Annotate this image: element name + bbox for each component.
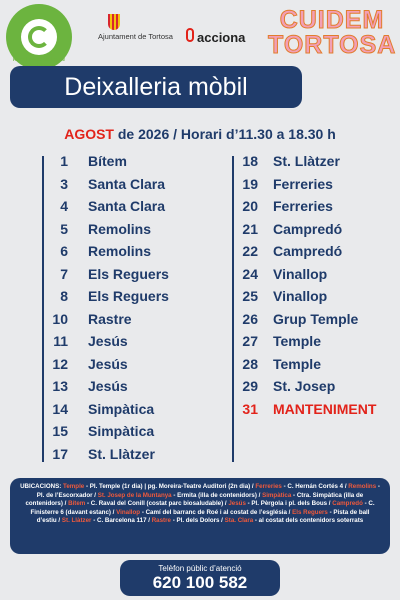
place: Ferreries (273, 198, 333, 214)
day: 15 (52, 423, 68, 439)
place: Campredó (273, 243, 343, 259)
day: 25 (242, 288, 258, 304)
acciona-logo: acciona (197, 30, 246, 45)
location-address: - Pista de ball d’estiu / (36, 508, 370, 525)
phone-box: Telèfon públic d’atenció 620 100 582 (120, 560, 280, 596)
place: St. Llàtzer (273, 153, 340, 169)
location-place: Ferreries (255, 483, 282, 490)
shield (108, 14, 120, 30)
day: 17 (52, 445, 68, 462)
day: 28 (242, 355, 258, 372)
location-address: - C. Barcelona 117 / (93, 517, 150, 525)
day: 21 (242, 220, 258, 237)
location-place: Simpàtica (262, 491, 292, 499)
place: Vinallop (273, 288, 328, 304)
location-address: - Pl. Pèrgola i pl. dels Bous / (247, 500, 331, 508)
place: Santa Clara (88, 175, 166, 192)
place: Els Reguers (88, 288, 169, 304)
day: 5 (60, 220, 68, 237)
place: Bítem (88, 153, 127, 169)
day: 3 (60, 175, 68, 192)
day: 27 (242, 333, 258, 349)
location-address: - Pl. Temple (1r dia) | pg. Moreira-Teat… (85, 483, 254, 490)
place: Vinallop (273, 265, 328, 282)
place: Remolins (88, 220, 152, 237)
day: 31 (242, 400, 258, 417)
phone-number: 620 100 582 (152, 573, 248, 592)
location-address: - C. Hernán Cortés 4 / (283, 483, 347, 490)
divider (232, 156, 234, 462)
date-line: AGOST de 2026 / Horari d’11.30 a 18.30 h (0, 126, 400, 142)
location-place: Bítem (68, 500, 86, 508)
day: 4 (60, 198, 68, 214)
location-address: - Pl. dels Dolors / (172, 517, 223, 525)
location-place: Remolins (348, 483, 377, 490)
location-address: - Ermita (illa de contenidors) / (173, 491, 261, 499)
place: St. Llàtzer (88, 445, 155, 462)
day: 6 (60, 243, 68, 259)
month: AGOST (64, 126, 114, 142)
day: 29 (242, 378, 258, 394)
day: 10 (52, 310, 68, 327)
place: Santa Clara (88, 198, 166, 214)
location-place: Els Reguers (292, 508, 328, 516)
recycling-logo (6, 4, 72, 70)
place: Jesús (88, 378, 128, 394)
place: Jesús (88, 333, 128, 349)
day: 12 (52, 355, 68, 372)
place: Remolins (88, 243, 152, 259)
title-banner: Deixalleria mòbil (10, 66, 302, 108)
place: Simpàtica (88, 400, 155, 417)
day: 8 (60, 288, 68, 304)
location-address: - Pl. de l’Escorxador / (36, 483, 380, 499)
location-place: Rastre (151, 517, 171, 525)
day: 13 (52, 378, 68, 394)
place: Simpàtica (88, 423, 155, 439)
acciona-mark (186, 28, 194, 42)
day: 11 (53, 333, 68, 349)
location-place: Jesús (228, 500, 246, 508)
day: 1 (60, 153, 68, 169)
location-address: - al costat dels contenidors soterrats (254, 517, 364, 525)
place: Temple (273, 355, 321, 372)
day: 14 (52, 400, 68, 417)
location-address: - Ctra. Simpàtica (illa de contenidors) … (25, 491, 364, 508)
place: Ferreries (273, 175, 333, 192)
divider (42, 156, 44, 462)
location-place: Temple (63, 483, 85, 490)
location-place: Vinallop (116, 508, 141, 516)
ajuntament-logo: Ajuntament de Tortosa (98, 32, 173, 41)
place: Campredó (273, 220, 343, 237)
location-address: - C. Finisterre 6 (davant estanc) / (30, 500, 375, 516)
locations-box: UBICACIONS: Temple - Pl. Temple (1r dia)… (10, 478, 390, 554)
location-address: - Camí del barranc de Roé i al costat de… (141, 508, 291, 516)
locations-label: UBICACIONS: (20, 483, 62, 490)
location-address: - C. Raval del Conill (costat parc biosa… (87, 500, 227, 508)
hours: de 2026 / Horari d’11.30 a 18.30 h (117, 126, 336, 142)
day: 22 (242, 243, 258, 259)
day: 24 (242, 265, 258, 282)
location-place: Sta. Clara (224, 517, 254, 525)
location-place: St. Josep de la Muntanya (97, 491, 172, 499)
location-place: St. Llàtzer (61, 517, 92, 525)
location-place: Campredó (332, 500, 363, 508)
day: 26 (242, 310, 258, 327)
place: St. Josep (273, 378, 336, 394)
day: 19 (242, 175, 258, 192)
day: 7 (60, 265, 68, 282)
place: Grup Temple (273, 310, 359, 327)
day: 20 (242, 198, 258, 214)
place: MANTENIMENT (273, 400, 377, 417)
day: 18 (242, 153, 258, 169)
place: Temple (273, 333, 321, 349)
place: Jesús (88, 355, 128, 372)
place: Els Reguers (88, 265, 169, 282)
place: Rastre (88, 310, 132, 327)
phone-label: Telèfon públic d’atenció (158, 564, 242, 573)
cuidem-logo: CUIDEM TORTOSA (268, 6, 397, 59)
